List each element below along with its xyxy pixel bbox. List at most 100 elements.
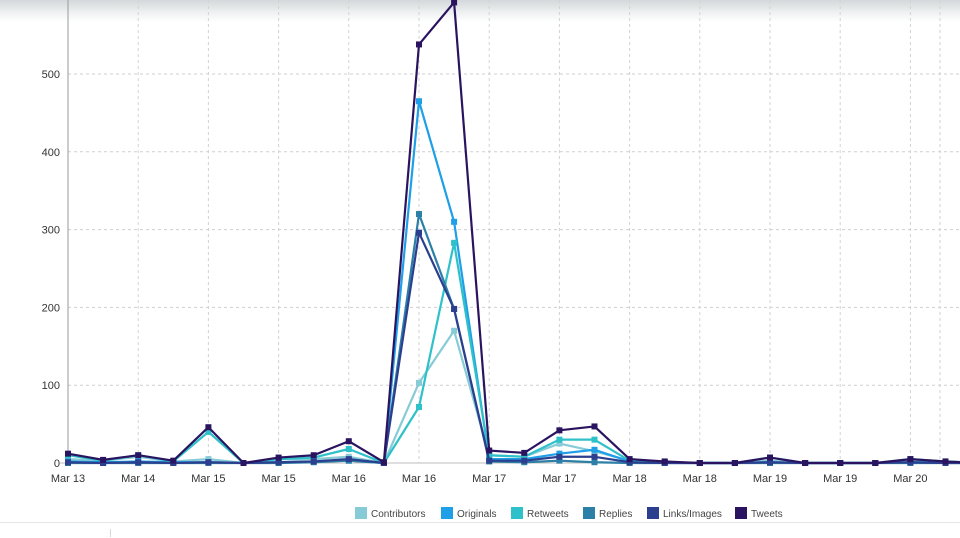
x-tick-label: Mar 19 bbox=[823, 473, 857, 485]
series-lines bbox=[65, 0, 960, 466]
data-point bbox=[521, 453, 528, 460]
data-point bbox=[591, 459, 598, 466]
data-point bbox=[451, 239, 458, 246]
x-tick-label: Mar 15 bbox=[261, 473, 295, 485]
data-point bbox=[416, 211, 422, 218]
series-line-retweets bbox=[67, 241, 960, 465]
data-point bbox=[205, 428, 212, 435]
legend-item-tweets[interactable]: Tweets bbox=[735, 507, 783, 520]
data-point bbox=[451, 0, 458, 6]
data-point bbox=[591, 446, 598, 453]
data-point bbox=[556, 440, 563, 447]
data-point bbox=[661, 458, 668, 465]
series-tweets bbox=[65, 0, 960, 466]
data-point bbox=[591, 453, 598, 460]
legend-swatch bbox=[583, 507, 595, 519]
data-point bbox=[731, 460, 738, 466]
data-point bbox=[205, 424, 212, 431]
data-point bbox=[100, 460, 107, 466]
bottom-bar bbox=[0, 522, 960, 538]
data-point bbox=[275, 454, 282, 461]
data-point bbox=[486, 457, 493, 464]
data-point bbox=[837, 460, 844, 466]
series-contributors bbox=[65, 327, 960, 466]
series-links-images bbox=[65, 229, 960, 466]
data-point bbox=[591, 436, 598, 443]
bottom-divider-tick bbox=[110, 529, 111, 537]
data-point bbox=[556, 427, 563, 434]
legend-item-retweets[interactable]: Retweets bbox=[511, 507, 569, 520]
data-point bbox=[696, 460, 703, 466]
x-tick-label: Mar 17 bbox=[542, 473, 576, 485]
data-point bbox=[240, 460, 247, 466]
x-tick-label: Mar 20 bbox=[893, 473, 927, 485]
data-point bbox=[451, 305, 458, 312]
legend-swatch bbox=[355, 507, 367, 519]
data-point bbox=[451, 218, 458, 225]
x-tick-label: Mar 16 bbox=[402, 473, 436, 485]
series-originals bbox=[65, 98, 960, 466]
y-tick-label: 300 bbox=[42, 225, 60, 237]
series-retweets bbox=[65, 239, 960, 466]
legend-label: Originals bbox=[457, 509, 496, 520]
legend-swatch bbox=[511, 507, 523, 519]
x-tick-label: Mar 18 bbox=[612, 473, 646, 485]
y-tick-label: 100 bbox=[42, 380, 60, 392]
series-line-tweets bbox=[67, 1, 960, 465]
y-tick-label: 500 bbox=[42, 69, 60, 81]
data-point bbox=[486, 452, 493, 459]
legend-label: Contributors bbox=[371, 509, 425, 520]
series-line-contributors bbox=[67, 329, 960, 465]
series-replies bbox=[65, 211, 960, 466]
series-line-originals bbox=[67, 100, 960, 465]
x-axis bbox=[60, 0, 960, 464]
x-tick-label: Mar 18 bbox=[683, 473, 717, 485]
legend-label: Retweets bbox=[527, 509, 569, 520]
data-point bbox=[556, 453, 563, 460]
chart-legend: Contributors Originals Retweets Replies Link… bbox=[355, 507, 783, 520]
data-point bbox=[345, 456, 352, 463]
x-tick-label: Mar 13 bbox=[51, 473, 85, 485]
series-line-links-images bbox=[67, 231, 960, 465]
data-point bbox=[275, 459, 282, 466]
data-point bbox=[556, 436, 563, 443]
legend-swatch bbox=[647, 507, 659, 519]
grid-lines bbox=[67, 0, 960, 463]
x-tick-label: Mar 17 bbox=[472, 473, 506, 485]
data-point bbox=[310, 458, 317, 465]
data-point bbox=[205, 456, 212, 463]
y-tick-label: 200 bbox=[42, 302, 60, 314]
data-point bbox=[486, 447, 493, 454]
legend-item-originals[interactable]: Originals bbox=[441, 507, 496, 520]
data-point bbox=[416, 403, 422, 410]
legend-item-contributors[interactable]: Contributors bbox=[355, 507, 425, 520]
y-axis-ticks: 0 100 200 300 400 500 bbox=[42, 69, 60, 470]
legend-swatch bbox=[441, 507, 453, 519]
data-point bbox=[65, 450, 71, 457]
data-point bbox=[767, 459, 773, 466]
x-axis-ticks: Mar 13 Mar 14 Mar 15 Mar 15 Mar 16 Mar 16 Mar … bbox=[51, 473, 928, 485]
data-point bbox=[100, 456, 107, 463]
legend-item-links-images[interactable]: Links/Images bbox=[647, 507, 722, 520]
data-point bbox=[416, 98, 422, 105]
legend-item-replies[interactable]: Replies bbox=[583, 507, 632, 520]
data-point bbox=[591, 423, 598, 430]
top-shadow bbox=[0, 0, 960, 22]
data-point bbox=[907, 456, 914, 463]
data-point bbox=[416, 229, 422, 236]
data-point bbox=[380, 459, 387, 466]
y-tick-label: 0 bbox=[54, 458, 60, 470]
x-tick-label: Mar 15 bbox=[191, 473, 225, 485]
y-tick-label: 400 bbox=[42, 147, 60, 159]
data-point bbox=[65, 459, 71, 466]
data-point bbox=[556, 450, 563, 457]
legend-swatch bbox=[735, 507, 747, 519]
data-point bbox=[521, 449, 528, 456]
legend-label: Replies bbox=[599, 509, 632, 520]
data-point bbox=[416, 41, 422, 48]
data-point bbox=[170, 457, 177, 464]
data-point bbox=[135, 459, 142, 466]
data-point bbox=[942, 458, 949, 465]
data-point bbox=[626, 456, 633, 463]
